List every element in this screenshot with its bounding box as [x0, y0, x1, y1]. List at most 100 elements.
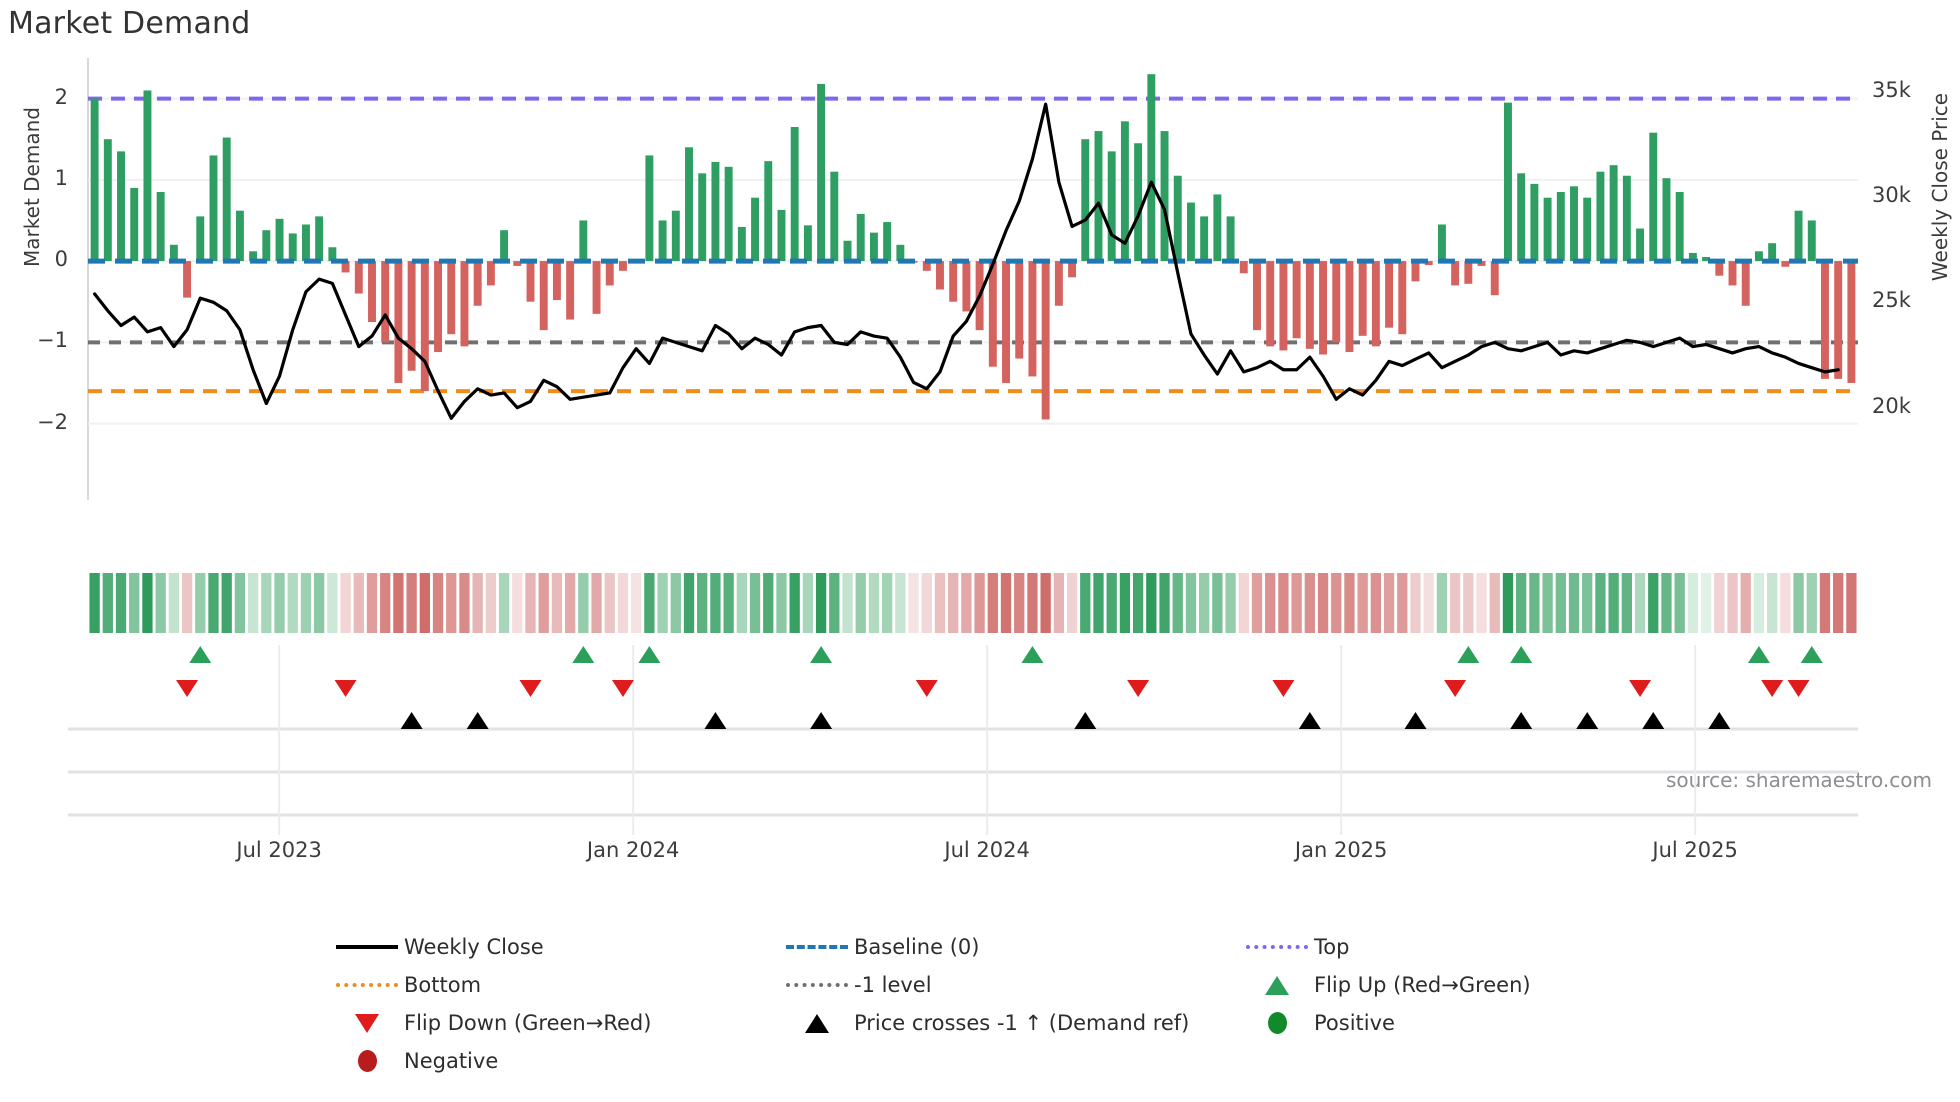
- heatmap-cell: [1687, 573, 1699, 633]
- demand-bar-positive: [645, 155, 654, 262]
- demand-bar-negative: [1054, 261, 1063, 306]
- heatmap-cell: [247, 573, 259, 633]
- heatmap-cell: [604, 573, 615, 633]
- heatmap-cell: [855, 573, 866, 633]
- legend-swatch: [780, 945, 854, 949]
- demand-bar-positive: [1120, 121, 1129, 262]
- heatmap-cell: [1780, 573, 1791, 633]
- dotted-line-icon: [1246, 945, 1308, 949]
- heatmap-cell: [1291, 573, 1302, 633]
- legend-entry[interactable]: Baseline (0): [780, 928, 1240, 966]
- heatmap-cell: [551, 573, 563, 633]
- legend-entry[interactable]: Top: [1240, 928, 1640, 966]
- demand-bar-positive: [817, 83, 826, 262]
- heatmap-cell: [1568, 573, 1580, 633]
- heatmap-cell: [287, 573, 298, 633]
- legend-entry[interactable]: Flip Up (Red→Green): [1240, 966, 1640, 1004]
- demand-bar-negative: [341, 261, 350, 273]
- demand-bar-positive: [1147, 74, 1156, 262]
- demand-bar-positive: [737, 226, 746, 262]
- marker-flip-up: [189, 645, 212, 663]
- demand-bar-positive: [1173, 175, 1182, 262]
- heatmap-cell: [1595, 573, 1606, 633]
- marker-flip-down: [1127, 680, 1150, 698]
- chart-canvas: [68, 58, 1858, 835]
- demand-bar-negative: [1715, 261, 1724, 276]
- demand-bar-negative: [1847, 261, 1856, 383]
- heatmap-cell: [908, 573, 919, 633]
- heatmap-cell: [881, 573, 893, 633]
- heatmap-cell: [1449, 573, 1461, 633]
- demand-bar-negative: [1464, 261, 1473, 284]
- legend-label: Flip Down (Green→Red): [404, 1011, 652, 1035]
- chart-legend: Weekly Close Baseline (0) Top Bottom -1 leve…: [330, 928, 1650, 1080]
- heatmap-cell: [683, 573, 695, 633]
- demand-bar-negative: [1821, 261, 1829, 379]
- legend-label: Positive: [1314, 1011, 1395, 1035]
- legend-label: Weekly Close: [404, 935, 544, 959]
- heatmap-cell: [1159, 573, 1170, 633]
- heatmap-cell: [327, 573, 338, 633]
- heatmap-cell: [485, 573, 497, 633]
- heatmap-cell: [1080, 573, 1091, 633]
- heatmap-cell: [472, 573, 483, 633]
- heatmap-cell: [446, 573, 457, 633]
- marker-flip-down: [915, 680, 938, 698]
- heatmap-cell: [1634, 573, 1646, 633]
- legend-entry[interactable]: Negative: [330, 1042, 780, 1080]
- heatmap-cell: [921, 573, 932, 633]
- heatmap-cell: [578, 573, 589, 633]
- heatmap-cell: [1476, 573, 1487, 633]
- demand-bar-positive: [1160, 131, 1169, 262]
- heatmap-cell: [1700, 573, 1712, 633]
- heatmap-cell: [1146, 573, 1157, 633]
- y-axis-right-tick: 20k: [1872, 393, 1911, 418]
- legend-label: Bottom: [404, 973, 482, 997]
- heatmap-cell: [1383, 573, 1395, 633]
- demand-bar-negative: [1358, 261, 1367, 336]
- demand-bar-positive: [843, 240, 852, 262]
- heatmap-cell: [1304, 573, 1315, 633]
- heatmap-cell: [102, 573, 113, 633]
- heatmap-cell: [1489, 573, 1500, 633]
- legend-label: Flip Up (Red→Green): [1314, 973, 1531, 997]
- demand-bar-positive: [1504, 102, 1512, 262]
- demand-bar-negative: [1305, 261, 1314, 349]
- x-axis-tick: Jul 2023: [236, 838, 322, 862]
- demand-bar-negative: [526, 261, 535, 302]
- demand-bar-negative: [1332, 261, 1341, 343]
- demand-bar-negative: [1451, 261, 1460, 286]
- marker-price-cross-up: [1510, 711, 1533, 729]
- heatmap-cell: [274, 573, 285, 633]
- dotted-line-icon: [786, 983, 848, 987]
- heatmap-cell: [749, 573, 761, 633]
- triangle-down-icon: [355, 1013, 379, 1033]
- demand-bar-negative: [1345, 261, 1354, 353]
- demand-bar-positive: [658, 220, 667, 262]
- heatmap-cell: [1119, 573, 1131, 633]
- legend-entry[interactable]: Bottom: [330, 966, 780, 1004]
- y-axis-left-tick: 0: [54, 247, 68, 272]
- page-title: Market Demand: [8, 6, 251, 41]
- demand-bar-positive: [235, 210, 244, 262]
- heatmap-cell: [1251, 573, 1263, 633]
- legend-entry[interactable]: Weekly Close: [330, 928, 780, 966]
- demand-bar-negative: [513, 261, 522, 266]
- demand-bar-positive: [103, 139, 112, 262]
- demand-bar-negative: [566, 261, 575, 320]
- legend-entry[interactable]: Positive: [1240, 1004, 1640, 1042]
- marker-flip-up: [1747, 645, 1770, 663]
- legend-entry[interactable]: Price crosses -1 ↑ (Demand ref): [780, 1004, 1240, 1042]
- demand-bar-negative: [1834, 261, 1843, 379]
- legend-label: -1 level: [854, 973, 932, 997]
- heatmap-cell: [1185, 573, 1197, 633]
- heatmap-cell: [353, 573, 364, 633]
- demand-bar-positive: [671, 210, 680, 262]
- demand-bar-positive: [1596, 171, 1605, 262]
- marker-price-cross-up: [400, 711, 423, 729]
- legend-entry[interactable]: Flip Down (Green→Red): [330, 1004, 780, 1042]
- heatmap-cell: [89, 573, 100, 633]
- legend-entry[interactable]: -1 level: [780, 966, 1240, 1004]
- heatmap-cell: [340, 573, 351, 633]
- demand-bar-positive: [130, 187, 139, 262]
